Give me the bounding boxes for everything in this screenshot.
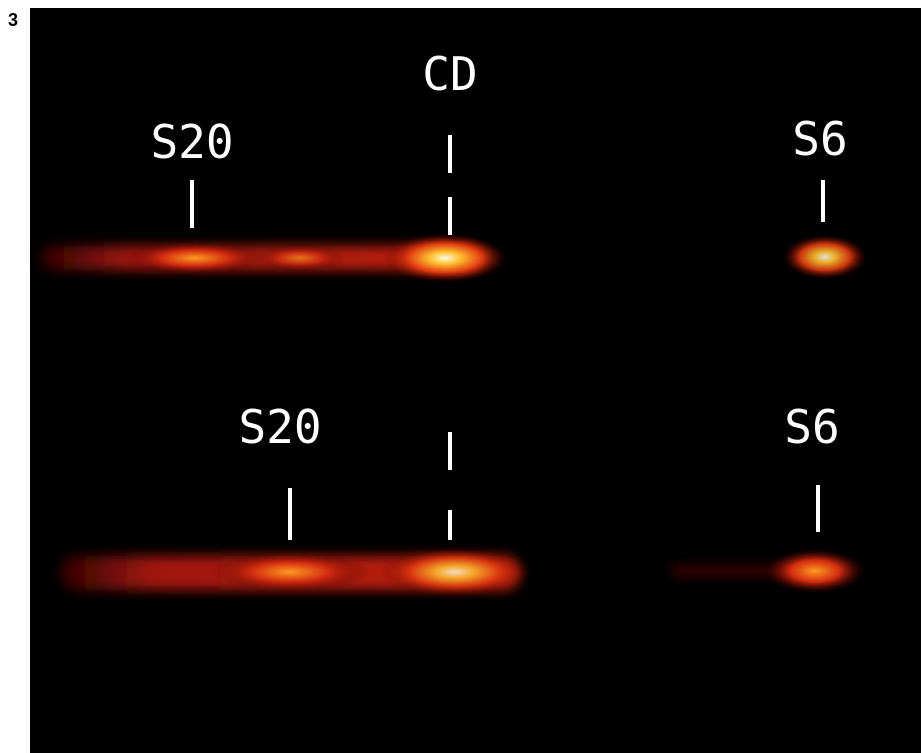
band-label: S20 bbox=[238, 400, 321, 454]
panel-label: 3 bbox=[8, 10, 18, 30]
band-label: S6 bbox=[792, 112, 847, 166]
band-label: S6 bbox=[784, 400, 839, 454]
band-label: S20 bbox=[150, 115, 233, 169]
page: {"panel_label": "3", "lanes": [ {"labels… bbox=[0, 0, 921, 753]
gel-figure: 3 S20 CD S6 S20 S6 bbox=[0, 0, 921, 753]
band-label: CD bbox=[422, 47, 477, 101]
